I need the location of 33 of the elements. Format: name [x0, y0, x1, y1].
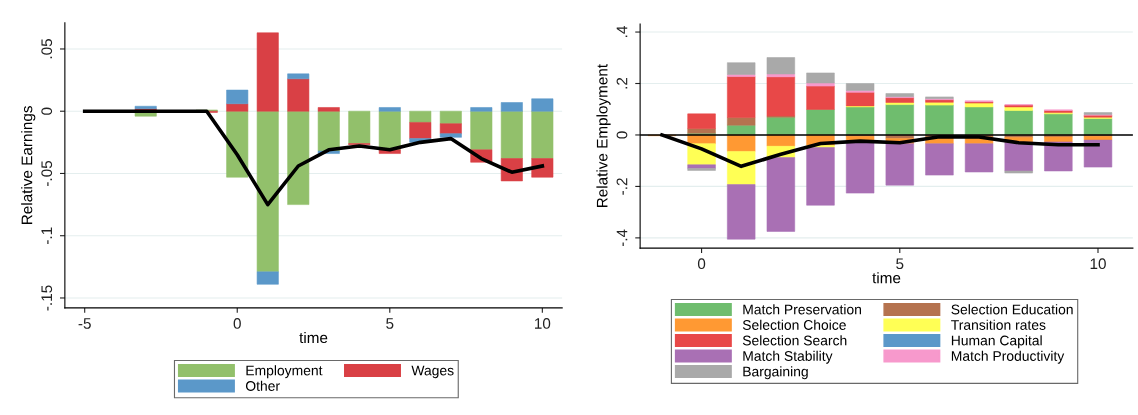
- legend-label: Human Capital: [951, 335, 1042, 349]
- y-tick-label: -.05: [41, 160, 53, 186]
- legend-label: Selection Choice: [742, 319, 846, 330]
- y-tick-label: .05: [41, 38, 53, 59]
- x-tick-label: 10: [1090, 258, 1106, 270]
- x-axis-title: time: [872, 272, 901, 284]
- legend-label: Wages: [411, 365, 454, 379]
- x-tick-label: 5: [896, 258, 904, 270]
- x-tick-label: -5: [78, 318, 91, 329]
- x-tick-label: 10: [535, 318, 551, 329]
- y-axis-title: Relative Earnings: [21, 106, 36, 224]
- legend-label: Match Productivity: [951, 350, 1065, 364]
- y-tick-label: .4: [616, 26, 628, 38]
- y-tick-label: 0: [41, 107, 53, 115]
- legend-label: Bargaining: [743, 366, 808, 380]
- y-axis-title: Relative Employment: [596, 64, 611, 208]
- y-tick-label: -.15: [41, 285, 53, 311]
- legend-label: Other: [245, 380, 280, 391]
- legend-label: Transition rates: [951, 319, 1046, 330]
- legend-label: Match Preservation: [743, 304, 861, 315]
- y-tick-label: -.4: [616, 229, 628, 247]
- y-tick-label: 0: [616, 131, 628, 139]
- legend-label: Match Stability: [743, 350, 833, 364]
- y-tick-label: .2: [616, 77, 628, 89]
- x-tick-label: 5: [386, 318, 394, 329]
- x-axis-title: time: [299, 331, 328, 344]
- legend-label: Selection Search: [742, 335, 847, 346]
- y-tick-label: -.2: [616, 178, 628, 195]
- x-tick-label: 0: [233, 318, 241, 329]
- x-tick-label: 0: [697, 258, 706, 270]
- y-tick-label: -.1: [41, 227, 52, 244]
- legend-label: Selection Education: [951, 304, 1073, 315]
- legend-label: Employment: [246, 365, 323, 379]
